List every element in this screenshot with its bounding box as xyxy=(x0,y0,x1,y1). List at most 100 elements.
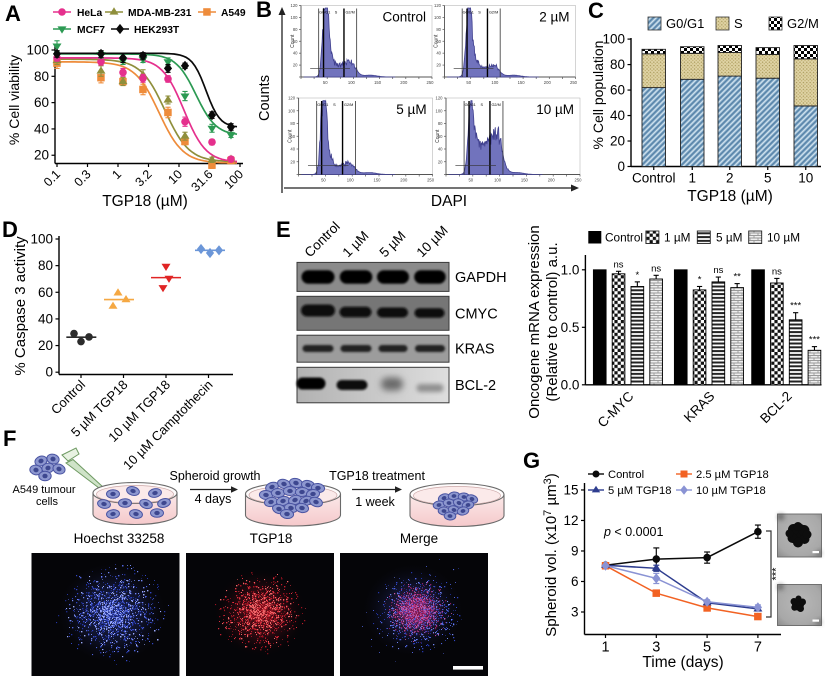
svg-text:40: 40 xyxy=(34,121,49,136)
svg-text:5: 5 xyxy=(764,171,772,186)
svg-text:60: 60 xyxy=(438,134,443,139)
svg-text:1: 1 xyxy=(601,640,609,656)
svg-text:100: 100 xyxy=(602,32,625,47)
svg-text:120: 120 xyxy=(288,96,296,101)
svg-text:1 week: 1 week xyxy=(355,495,395,509)
svg-text:S: S xyxy=(478,11,481,15)
svg-text:250: 250 xyxy=(575,178,583,183)
svg-text:80: 80 xyxy=(436,27,441,32)
svg-text:40: 40 xyxy=(290,147,295,152)
svg-text:Counts: Counts xyxy=(257,75,273,121)
svg-text:100: 100 xyxy=(434,15,442,20)
svg-text:Hoechst 33258: Hoechst 33258 xyxy=(74,531,165,546)
svg-text:9: 9 xyxy=(571,543,579,558)
svg-text:S: S xyxy=(333,103,336,107)
svg-text:GAPDH: GAPDH xyxy=(455,270,507,286)
svg-text:cells: cells xyxy=(36,496,59,508)
svg-text:G2/M: G2/M xyxy=(787,16,819,31)
svg-text:D: D xyxy=(2,217,18,242)
svg-text:Oncogene mRNA expression: Oncogene mRNA expression xyxy=(526,225,543,418)
svg-text:G2/M: G2/M xyxy=(491,103,500,107)
svg-text:100: 100 xyxy=(491,80,499,85)
svg-text:G0/G1: G0/G1 xyxy=(666,16,704,31)
svg-text:Merge: Merge xyxy=(400,531,438,546)
svg-text:10 µM: 10 µM xyxy=(767,231,800,245)
svg-text:G0/G1: G0/G1 xyxy=(465,103,476,107)
svg-text:100: 100 xyxy=(291,15,299,20)
svg-text:TGP18 (µM): TGP18 (µM) xyxy=(102,193,188,210)
svg-text:Control: Control xyxy=(632,171,676,186)
svg-text:S: S xyxy=(734,16,743,31)
svg-text:100: 100 xyxy=(348,80,356,85)
svg-text:Count: Count xyxy=(434,34,440,48)
svg-text:200: 200 xyxy=(544,80,552,85)
svg-text:E: E xyxy=(276,217,291,242)
svg-text:250: 250 xyxy=(570,80,578,85)
svg-text:120: 120 xyxy=(434,3,442,8)
svg-text:2.5 µM TGP18: 2.5 µM TGP18 xyxy=(696,469,769,481)
svg-text:TGP18 (µM): TGP18 (µM) xyxy=(687,188,773,205)
svg-text:G0/G1: G0/G1 xyxy=(463,11,474,15)
svg-text:G0/G1: G0/G1 xyxy=(317,103,328,107)
svg-text:15: 15 xyxy=(563,482,578,497)
svg-text:80: 80 xyxy=(34,69,49,84)
svg-text:Control: Control xyxy=(608,469,644,481)
svg-text:40: 40 xyxy=(38,311,53,326)
svg-text:*: * xyxy=(698,274,702,285)
svg-text:50: 50 xyxy=(466,80,471,85)
svg-text:40: 40 xyxy=(610,108,625,123)
svg-text:40: 40 xyxy=(436,51,441,56)
svg-text:CMYC: CMYC xyxy=(455,306,498,322)
svg-text:20: 20 xyxy=(436,63,441,68)
svg-text:BCL-2: BCL-2 xyxy=(455,378,496,394)
svg-text:150: 150 xyxy=(374,80,382,85)
svg-text:200: 200 xyxy=(400,80,408,85)
svg-text:A549 tumour: A549 tumour xyxy=(13,484,76,496)
svg-text:120: 120 xyxy=(436,96,444,101)
svg-text:2 µM: 2 µM xyxy=(539,10,569,25)
svg-text:A549: A549 xyxy=(221,8,246,19)
svg-text:250: 250 xyxy=(427,178,435,183)
svg-text:**: ** xyxy=(733,272,741,283)
svg-text:12: 12 xyxy=(563,513,578,528)
svg-text:G0/G1: G0/G1 xyxy=(319,11,330,15)
svg-text:S: S xyxy=(335,11,338,15)
svg-text:20: 20 xyxy=(38,338,53,353)
svg-text:4 days: 4 days xyxy=(195,492,232,506)
svg-text:100: 100 xyxy=(288,108,296,113)
svg-text:G2/M: G2/M xyxy=(345,11,354,15)
svg-text:60: 60 xyxy=(290,134,295,139)
svg-text:3: 3 xyxy=(571,605,579,620)
svg-text:60: 60 xyxy=(38,285,53,300)
svg-text:*: * xyxy=(635,270,639,281)
svg-text:60: 60 xyxy=(34,95,49,110)
svg-text:MCF7: MCF7 xyxy=(77,25,105,36)
svg-text:KRAS: KRAS xyxy=(455,342,495,358)
svg-text:***: *** xyxy=(790,301,801,312)
svg-text:6: 6 xyxy=(571,574,579,589)
svg-text:2: 2 xyxy=(726,171,734,186)
svg-text:20: 20 xyxy=(438,159,443,164)
svg-text:100: 100 xyxy=(494,178,502,183)
svg-text:Spheroid growth: Spheroid growth xyxy=(169,469,260,483)
svg-text:200: 200 xyxy=(548,178,556,183)
svg-text:F: F xyxy=(3,426,16,451)
svg-text:ns: ns xyxy=(651,263,661,274)
svg-text:20: 20 xyxy=(34,148,49,163)
svg-text:0.0: 0.0 xyxy=(561,377,580,392)
svg-text:Count: Count xyxy=(288,129,294,143)
svg-text:100: 100 xyxy=(30,232,53,247)
svg-text:0: 0 xyxy=(45,365,53,380)
svg-text:5 µM TGP18: 5 µM TGP18 xyxy=(608,485,671,497)
svg-text:DAPI: DAPI xyxy=(431,193,467,210)
svg-text:0.5: 0.5 xyxy=(561,320,580,335)
svg-text:G: G xyxy=(523,448,540,473)
svg-text:% Cell viability: % Cell viability xyxy=(6,55,22,145)
svg-text:TGP18: TGP18 xyxy=(250,531,293,546)
svg-text:0: 0 xyxy=(617,159,625,174)
svg-text:% Caspase 3 activity: % Caspase 3 activity xyxy=(12,236,29,376)
svg-text:80: 80 xyxy=(438,121,443,126)
svg-text:100: 100 xyxy=(26,43,49,58)
svg-text:***: *** xyxy=(771,567,783,581)
svg-text:100: 100 xyxy=(347,178,355,183)
